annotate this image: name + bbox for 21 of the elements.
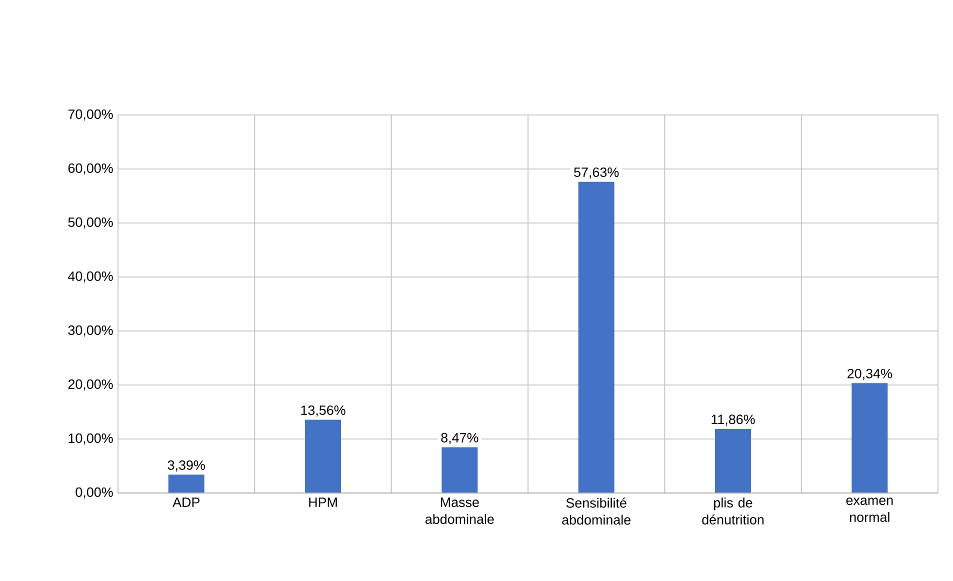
data-label: 8,47%	[441, 432, 478, 444]
data-label: 3,39%	[168, 460, 205, 472]
x-tick-label: Masse abdominale	[425, 498, 494, 524]
bar	[442, 447, 478, 493]
y-tick-label: 60,00%	[68, 163, 113, 175]
y-tick-label: 70,00%	[68, 109, 113, 121]
x-tick-label: plis de dénutrition	[702, 498, 764, 524]
y-tick-label: 20,00%	[68, 379, 113, 391]
data-label: 11,86%	[712, 414, 755, 426]
x-tick-label: HPM	[309, 498, 337, 507]
x-tick-label: Sensibilité abdominale	[562, 498, 631, 525]
data-label: 20,34%	[848, 368, 892, 380]
y-tick-label: 10,00%	[68, 433, 113, 445]
x-tick-label: ADP	[172, 498, 200, 507]
data-label: 13,56%	[301, 405, 346, 417]
data-label: 57,63%	[574, 167, 619, 179]
y-tick-label: 30,00%	[68, 325, 113, 337]
y-tick-label: 40,00%	[68, 271, 113, 283]
y-tick-label: 50,00%	[68, 217, 113, 229]
y-tick-label: 0,00%	[76, 487, 113, 499]
x-tick-label: examen normal	[846, 498, 893, 522]
